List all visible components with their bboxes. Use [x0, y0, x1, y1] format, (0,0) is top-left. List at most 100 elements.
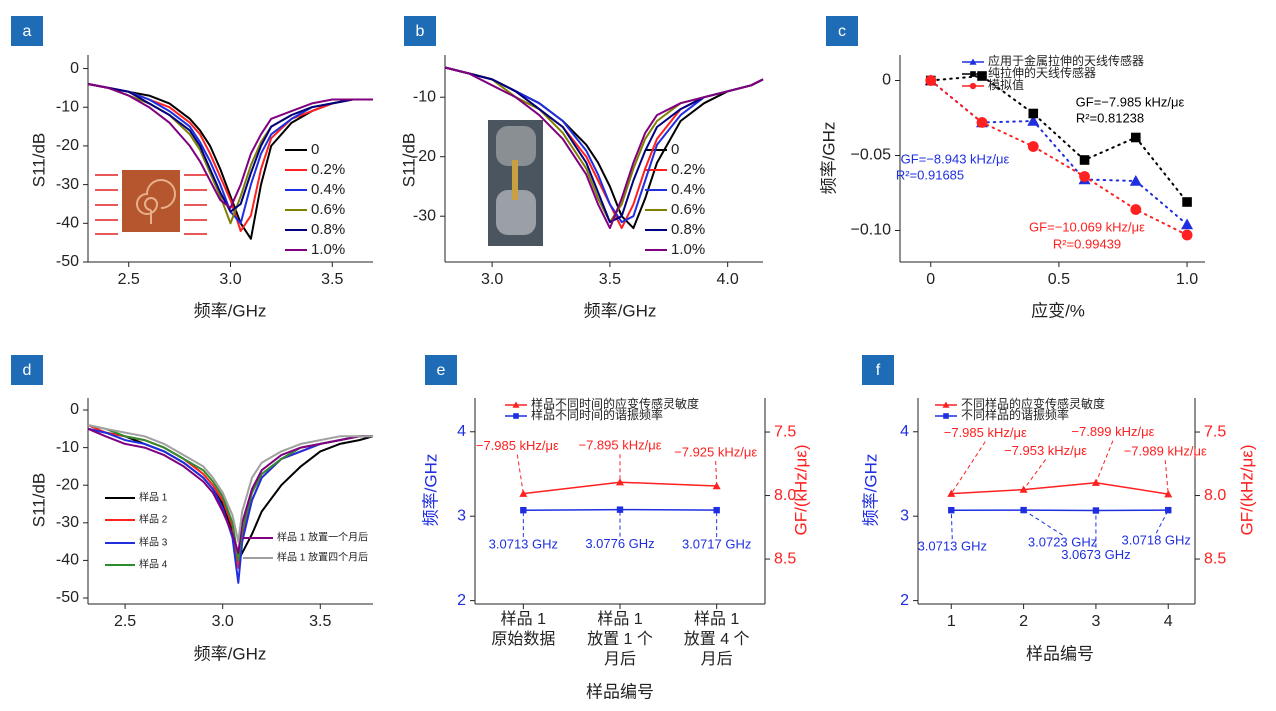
data-point: [1129, 175, 1142, 186]
annotation: GF=−10.069 kHz/με: [1029, 219, 1145, 234]
y-axis-title: 频率/GHz: [421, 454, 440, 527]
y-tick-label: 4: [457, 423, 466, 440]
y-tick-label: -20: [56, 137, 79, 154]
y2-tick-label: 7.5: [774, 423, 796, 440]
panel-label: d: [23, 362, 32, 379]
inset-arrows: [95, 174, 207, 235]
x-tick-label: 3: [1091, 613, 1100, 630]
data-point: [1182, 197, 1192, 207]
panel-label: c: [838, 23, 846, 40]
data-point: [1181, 218, 1194, 230]
panel-label: a: [23, 23, 32, 40]
panel-label: f: [876, 362, 881, 379]
x-tick-label: 0: [926, 271, 935, 288]
y-tick-label: -10: [56, 439, 79, 456]
x-tick-label: 3.0: [212, 613, 234, 630]
inset-photo: [488, 120, 543, 246]
panel-label-box: [11, 355, 43, 385]
data-point: [520, 506, 527, 514]
x-tick-label: 2.5: [114, 613, 136, 630]
x-tick-label: 2: [1019, 613, 1028, 630]
data-point: [1079, 155, 1090, 165]
label-leader: [715, 460, 718, 487]
label-leader: [516, 454, 524, 494]
label-leader: [1095, 440, 1114, 483]
data-point: [925, 75, 937, 86]
panel-label-box: [826, 16, 858, 46]
legend-label: 0.2%: [671, 161, 705, 178]
annotation: GF=−7.985 kHz/με: [1076, 94, 1185, 109]
data-point: [1181, 229, 1193, 241]
series-line: [929, 79, 1189, 226]
y-tick-label: -30: [413, 207, 436, 224]
data-point: [616, 506, 624, 513]
data-point: [1130, 132, 1141, 143]
data-point: [1130, 204, 1142, 215]
y-tick-label: -40: [56, 552, 79, 569]
x-tick-label: 3.5: [309, 613, 331, 630]
x-tick-label: 4.0: [717, 271, 739, 288]
annotation: R²=0.99439: [1053, 236, 1121, 251]
value-label: 3.0776 GHz: [585, 536, 654, 551]
legend-label: 纯拉伸的天线传感器: [988, 65, 1096, 80]
label-leader: [1023, 459, 1046, 490]
y-tick-label: 2: [457, 592, 466, 609]
y2-tick-label: 8.5: [1204, 550, 1226, 567]
legend-marker: [969, 58, 977, 65]
panel-label-box: [862, 355, 894, 385]
y-axis-title: 频率/GHz: [861, 454, 880, 527]
legend-label: 0.2%: [311, 161, 345, 178]
y-tick-label: −0.05: [851, 147, 892, 164]
data-point: [519, 489, 528, 497]
y-tick-label: -50: [56, 589, 79, 606]
legend-label: 样品 1 放置一个月后: [277, 531, 368, 544]
series-line: [929, 79, 1189, 236]
series-line: [951, 481, 1169, 495]
inset-antenna: [95, 170, 207, 235]
x-tick-label: 3.5: [599, 271, 621, 288]
legend-label: 不同样品的谐振频率: [961, 407, 1069, 422]
series-line: [87, 424, 373, 543]
legend-label: 模拟值: [988, 77, 1024, 92]
annotation: R²=0.81238: [1076, 110, 1144, 125]
legend-marker: [969, 82, 977, 90]
data-point: [977, 71, 987, 81]
legend-marker: [513, 413, 519, 419]
data-point: [616, 478, 624, 486]
y-tick-label: 0: [70, 401, 79, 418]
value-label: −7.985 kHz/με: [944, 425, 1027, 440]
data-point: [1027, 141, 1039, 152]
annotation: GF=−8.943 kHz/με: [901, 151, 1010, 166]
inset-photo-grip: [496, 190, 536, 235]
y-tick-label: 4: [900, 423, 909, 440]
y2-tick-label: 7.5: [1204, 423, 1226, 440]
y-tick-label: -20: [56, 476, 79, 493]
x-tick-label: 2.5: [118, 271, 140, 288]
y-tick-label: -40: [56, 215, 79, 232]
label-leader: [950, 441, 986, 494]
legend-label: 应用于金属拉伸的天线传感器: [988, 53, 1144, 68]
legend-label: 0: [671, 141, 679, 158]
y-axis-title: S11/dB: [29, 473, 48, 528]
legend-label: 0.4%: [311, 181, 345, 198]
y-tick-label: -10: [413, 88, 436, 105]
y-axis-title: S11/dB: [399, 133, 418, 188]
series-line: [87, 83, 373, 209]
y-tick-label: -10: [56, 98, 79, 115]
x-tick-label: 4: [1164, 613, 1173, 630]
inset-photo-sample: [512, 160, 518, 200]
x-tick-label: 3.0: [481, 271, 503, 288]
series-line: [87, 427, 373, 554]
x-tick-label: 3.5: [321, 271, 343, 288]
x-tick-label: 0.5: [1048, 271, 1070, 288]
y2-axis-title: GF/(kHz/με): [1237, 444, 1256, 535]
value-label: −7.899 kHz/με: [1071, 424, 1154, 439]
data-point: [976, 117, 988, 128]
value-label: −7.925 kHz/με: [674, 444, 757, 459]
value-label: −7.989 kHz/με: [1124, 444, 1207, 459]
y2-tick-label: 8.0: [1204, 487, 1226, 504]
y-tick-label: 0: [70, 60, 79, 77]
panel-label: e: [437, 362, 446, 379]
legend-marker: [970, 71, 976, 77]
